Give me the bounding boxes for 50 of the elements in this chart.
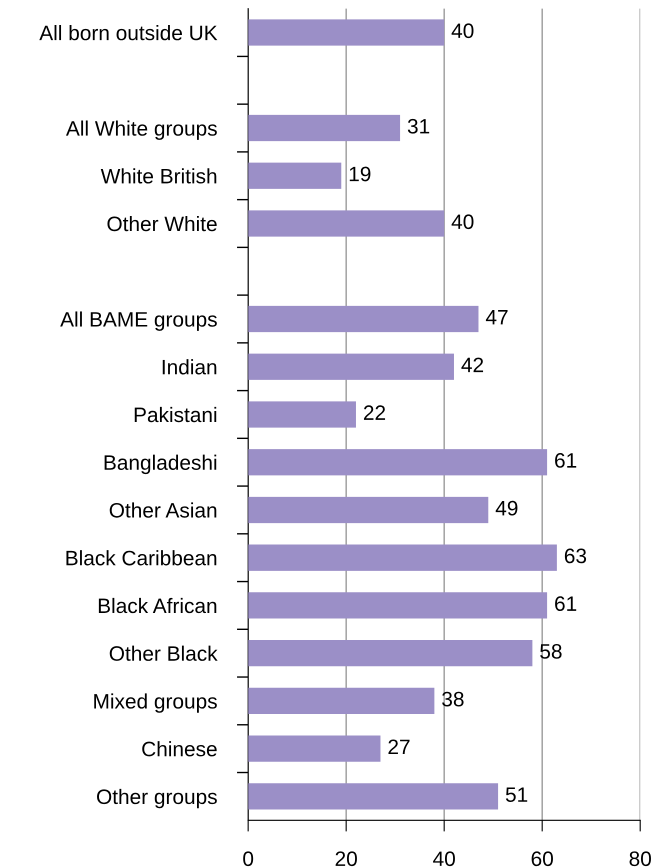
x-tick-label: 20 bbox=[336, 851, 357, 866]
bar bbox=[248, 640, 532, 666]
data-label: 31 bbox=[408, 118, 430, 134]
x-tick-label: 40 bbox=[433, 851, 455, 866]
data-label: 40 bbox=[452, 214, 474, 230]
x-tick-label: 80 bbox=[630, 851, 651, 866]
y-tick-label: Chinese bbox=[142, 741, 217, 756]
data-label: 49 bbox=[496, 500, 518, 516]
bar bbox=[248, 736, 380, 762]
x-tick-label: 60 bbox=[532, 851, 553, 866]
y-tick-label: All BAME groups bbox=[60, 311, 217, 331]
y-tick-label: Mixed groups bbox=[94, 693, 217, 713]
bar bbox=[248, 162, 342, 189]
y-tick-label: Other groups bbox=[97, 788, 217, 808]
bar bbox=[248, 401, 356, 428]
y-tick-label: Other Black bbox=[110, 646, 218, 661]
bar bbox=[248, 114, 400, 142]
y-tick-label: Other White bbox=[107, 216, 217, 232]
data-label: 63 bbox=[564, 548, 586, 564]
data-label: 22 bbox=[364, 405, 386, 420]
bar bbox=[248, 496, 488, 524]
bar bbox=[248, 449, 548, 476]
data-label: 27 bbox=[388, 739, 410, 754]
x-tick-label: 0 bbox=[243, 851, 254, 866]
y-tick-label: White British bbox=[100, 168, 216, 184]
data-label: 40 bbox=[452, 23, 474, 38]
bar bbox=[248, 544, 557, 571]
y-tick-label: Black Caribbean bbox=[66, 550, 216, 566]
data-label: 42 bbox=[461, 358, 484, 372]
y-tick-label: All White groups bbox=[66, 120, 217, 140]
data-label: 61 bbox=[555, 596, 576, 612]
y-tick-label: Indian bbox=[162, 359, 216, 374]
bar bbox=[248, 688, 434, 714]
data-label: 19 bbox=[350, 166, 370, 182]
y-tick-label: All born outside UK bbox=[39, 25, 218, 40]
bar bbox=[248, 306, 478, 332]
bar bbox=[248, 592, 548, 619]
data-label: 47 bbox=[486, 310, 508, 324]
bar bbox=[248, 210, 444, 237]
y-tick-label: Other Asian bbox=[110, 502, 216, 518]
bar bbox=[248, 783, 498, 810]
data-label: 51 bbox=[506, 787, 528, 802]
y-tick-label: Bangladeshi bbox=[104, 454, 216, 474]
bar bbox=[248, 19, 444, 46]
y-tick-label: Black African bbox=[98, 598, 216, 614]
data-label: 58 bbox=[540, 644, 562, 659]
data-label: 61 bbox=[555, 453, 576, 468]
data-label: 38 bbox=[442, 692, 464, 706]
y-tick-label: Pakistani bbox=[134, 406, 216, 422]
bar bbox=[248, 354, 454, 380]
